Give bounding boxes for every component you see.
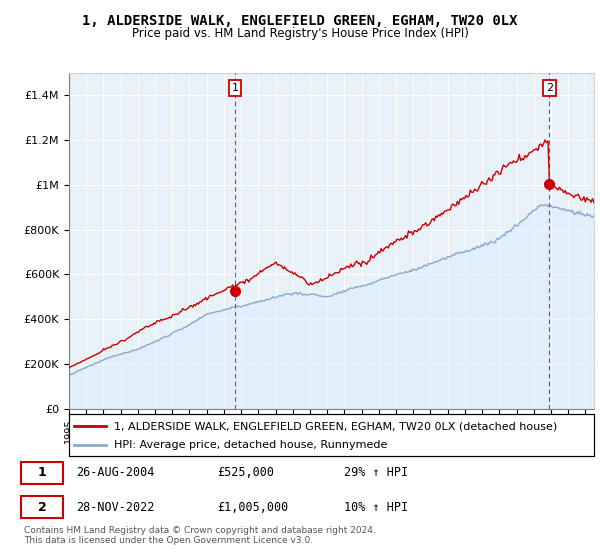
Text: Contains HM Land Registry data © Crown copyright and database right 2024.: Contains HM Land Registry data © Crown c… (24, 526, 376, 535)
Text: 1, ALDERSIDE WALK, ENGLEFIELD GREEN, EGHAM, TW20 0LX (detached house): 1, ALDERSIDE WALK, ENGLEFIELD GREEN, EGH… (113, 421, 557, 431)
Text: £1,005,000: £1,005,000 (217, 501, 289, 514)
Text: 2: 2 (546, 83, 553, 93)
Text: 26-AUG-2004: 26-AUG-2004 (76, 466, 155, 479)
FancyBboxPatch shape (21, 496, 62, 519)
Text: 28-NOV-2022: 28-NOV-2022 (76, 501, 155, 514)
Text: 1: 1 (38, 466, 46, 479)
Text: This data is licensed under the Open Government Licence v3.0.: This data is licensed under the Open Gov… (24, 536, 313, 545)
Text: 10% ↑ HPI: 10% ↑ HPI (344, 501, 408, 514)
Text: 2: 2 (38, 501, 46, 514)
Text: £525,000: £525,000 (217, 466, 274, 479)
FancyBboxPatch shape (21, 461, 62, 484)
Text: HPI: Average price, detached house, Runnymede: HPI: Average price, detached house, Runn… (113, 440, 387, 450)
Text: Price paid vs. HM Land Registry's House Price Index (HPI): Price paid vs. HM Land Registry's House … (131, 27, 469, 40)
Text: 1, ALDERSIDE WALK, ENGLEFIELD GREEN, EGHAM, TW20 0LX: 1, ALDERSIDE WALK, ENGLEFIELD GREEN, EGH… (82, 14, 518, 28)
Text: 29% ↑ HPI: 29% ↑ HPI (344, 466, 408, 479)
Text: 1: 1 (232, 83, 239, 93)
